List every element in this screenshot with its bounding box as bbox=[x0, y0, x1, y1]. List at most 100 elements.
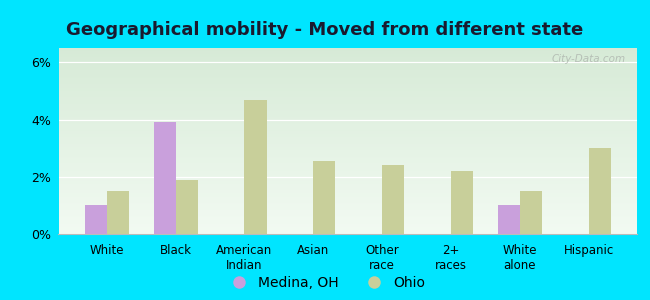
Bar bbox=[58, 59, 637, 60]
Bar bbox=[58, 72, 637, 73]
Bar bbox=[58, 49, 637, 50]
Bar bbox=[58, 98, 637, 99]
Bar bbox=[58, 110, 637, 111]
Bar bbox=[58, 80, 637, 82]
Bar bbox=[58, 58, 637, 59]
Bar bbox=[58, 172, 637, 173]
Bar bbox=[58, 89, 637, 90]
Bar bbox=[58, 66, 637, 67]
Bar bbox=[520, 191, 542, 234]
Bar bbox=[58, 139, 637, 140]
Bar bbox=[58, 217, 637, 218]
Bar bbox=[58, 184, 637, 185]
Bar bbox=[58, 130, 637, 131]
Bar bbox=[58, 149, 637, 150]
Bar bbox=[58, 181, 637, 182]
Bar bbox=[58, 124, 637, 125]
Text: Geographical mobility - Moved from different state: Geographical mobility - Moved from diffe… bbox=[66, 21, 584, 39]
Bar bbox=[58, 173, 637, 175]
Bar bbox=[58, 156, 637, 157]
Bar bbox=[58, 104, 637, 105]
Bar bbox=[58, 53, 637, 54]
Bar bbox=[58, 117, 637, 118]
Bar bbox=[58, 171, 637, 172]
Bar bbox=[58, 78, 637, 79]
Bar bbox=[58, 147, 637, 148]
Bar bbox=[84, 206, 107, 234]
Bar bbox=[58, 187, 637, 188]
Bar bbox=[107, 191, 129, 234]
Bar bbox=[58, 115, 637, 116]
Bar bbox=[58, 60, 637, 61]
Bar bbox=[58, 170, 637, 171]
Bar bbox=[58, 155, 637, 156]
Bar bbox=[58, 165, 637, 166]
Bar bbox=[58, 182, 637, 183]
Bar bbox=[58, 160, 637, 161]
Bar bbox=[58, 113, 637, 114]
Bar bbox=[58, 159, 637, 160]
Bar bbox=[58, 169, 637, 170]
Bar bbox=[58, 114, 637, 115]
Bar bbox=[58, 214, 637, 215]
Bar bbox=[58, 96, 637, 97]
Bar bbox=[58, 202, 637, 203]
Bar bbox=[58, 88, 637, 89]
Bar bbox=[498, 206, 520, 234]
Bar bbox=[58, 85, 637, 86]
Bar bbox=[58, 200, 637, 202]
Bar bbox=[58, 136, 637, 137]
Bar bbox=[58, 209, 637, 210]
Bar bbox=[58, 140, 637, 141]
Bar bbox=[58, 101, 637, 102]
Bar bbox=[58, 232, 637, 233]
Bar bbox=[58, 195, 637, 196]
Bar bbox=[382, 165, 404, 234]
Bar bbox=[58, 103, 637, 104]
Bar bbox=[58, 64, 637, 65]
Bar bbox=[58, 83, 637, 84]
Bar bbox=[58, 193, 637, 194]
Bar bbox=[58, 126, 637, 127]
Bar bbox=[58, 191, 637, 192]
Bar bbox=[58, 82, 637, 83]
Bar bbox=[153, 122, 176, 234]
Bar bbox=[58, 62, 637, 63]
Bar bbox=[58, 48, 637, 49]
Bar bbox=[58, 73, 637, 74]
Bar bbox=[58, 197, 637, 198]
Bar bbox=[58, 76, 637, 77]
Bar bbox=[58, 123, 637, 124]
Bar bbox=[58, 157, 637, 158]
Bar bbox=[58, 100, 637, 101]
Bar bbox=[58, 51, 637, 52]
Bar bbox=[58, 146, 637, 147]
Bar bbox=[58, 69, 637, 70]
Bar bbox=[244, 100, 266, 234]
Bar bbox=[58, 142, 637, 143]
Bar bbox=[58, 220, 637, 221]
Bar bbox=[58, 145, 637, 146]
Bar bbox=[58, 218, 637, 219]
Bar bbox=[58, 84, 637, 85]
Bar bbox=[58, 228, 637, 229]
Bar bbox=[58, 135, 637, 136]
Bar bbox=[58, 91, 637, 92]
Bar bbox=[58, 158, 637, 159]
Bar bbox=[58, 70, 637, 71]
Bar bbox=[58, 129, 637, 130]
Bar bbox=[58, 92, 637, 93]
Bar bbox=[58, 179, 637, 180]
Bar bbox=[58, 106, 637, 107]
Bar bbox=[58, 93, 637, 94]
Bar bbox=[58, 143, 637, 144]
Text: City-Data.com: City-Data.com bbox=[551, 54, 625, 64]
Bar bbox=[58, 131, 637, 132]
Bar bbox=[58, 160, 637, 161]
Bar bbox=[58, 213, 637, 214]
Bar bbox=[58, 74, 637, 75]
Bar bbox=[58, 152, 637, 153]
Bar bbox=[58, 82, 637, 83]
Bar bbox=[58, 161, 637, 162]
Bar bbox=[58, 166, 637, 167]
